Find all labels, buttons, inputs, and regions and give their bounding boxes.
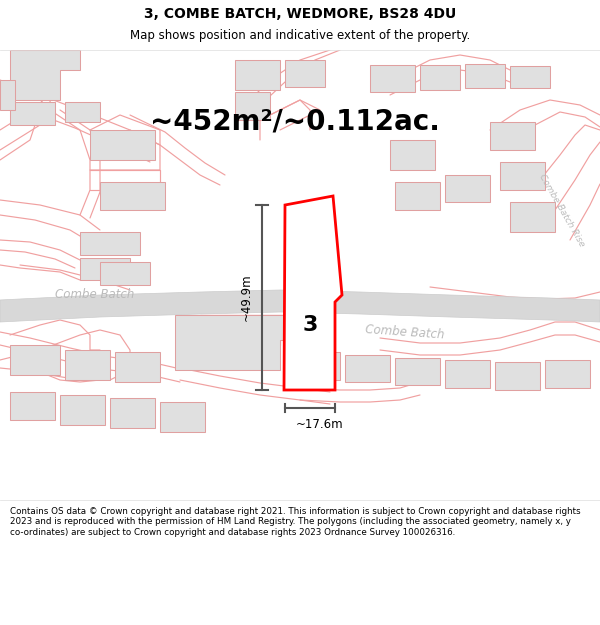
Polygon shape	[65, 350, 110, 380]
Polygon shape	[284, 196, 342, 390]
Polygon shape	[65, 102, 100, 122]
Polygon shape	[80, 232, 140, 255]
Polygon shape	[100, 262, 150, 285]
Polygon shape	[395, 358, 440, 385]
Polygon shape	[465, 64, 505, 88]
Text: ~452m²/~0.112ac.: ~452m²/~0.112ac.	[150, 108, 440, 136]
Polygon shape	[290, 352, 340, 380]
Polygon shape	[420, 65, 460, 90]
Polygon shape	[445, 360, 490, 388]
Text: ~49.9m: ~49.9m	[239, 274, 253, 321]
Text: ~17.6m: ~17.6m	[296, 418, 344, 431]
Polygon shape	[395, 182, 440, 210]
Text: Combe Batch: Combe Batch	[55, 289, 134, 301]
Polygon shape	[100, 182, 165, 210]
Polygon shape	[60, 395, 105, 425]
Polygon shape	[115, 352, 160, 382]
Polygon shape	[285, 60, 325, 87]
Text: Combe Batch: Combe Batch	[365, 322, 445, 341]
Polygon shape	[10, 102, 55, 125]
Polygon shape	[10, 50, 80, 100]
Polygon shape	[390, 140, 435, 170]
Polygon shape	[500, 162, 545, 190]
Polygon shape	[80, 258, 130, 280]
Polygon shape	[345, 355, 390, 382]
Polygon shape	[370, 65, 415, 92]
Text: 3, COMBE BATCH, WEDMORE, BS28 4DU: 3, COMBE BATCH, WEDMORE, BS28 4DU	[144, 7, 456, 21]
Polygon shape	[510, 66, 550, 88]
Polygon shape	[235, 60, 280, 90]
Polygon shape	[0, 80, 15, 110]
Polygon shape	[90, 130, 155, 160]
Text: 3: 3	[302, 315, 317, 335]
Polygon shape	[0, 290, 600, 322]
Polygon shape	[545, 360, 590, 388]
Text: Combe Batch Rise: Combe Batch Rise	[538, 172, 586, 248]
Text: Map shows position and indicative extent of the property.: Map shows position and indicative extent…	[130, 29, 470, 42]
Polygon shape	[235, 92, 270, 120]
Polygon shape	[510, 202, 555, 232]
Polygon shape	[160, 402, 205, 432]
Polygon shape	[10, 345, 60, 375]
Polygon shape	[175, 315, 320, 370]
Polygon shape	[490, 122, 535, 150]
Text: Contains OS data © Crown copyright and database right 2021. This information is : Contains OS data © Crown copyright and d…	[10, 507, 581, 537]
Polygon shape	[10, 392, 55, 420]
Polygon shape	[495, 362, 540, 390]
Polygon shape	[110, 398, 155, 428]
Polygon shape	[445, 175, 490, 202]
